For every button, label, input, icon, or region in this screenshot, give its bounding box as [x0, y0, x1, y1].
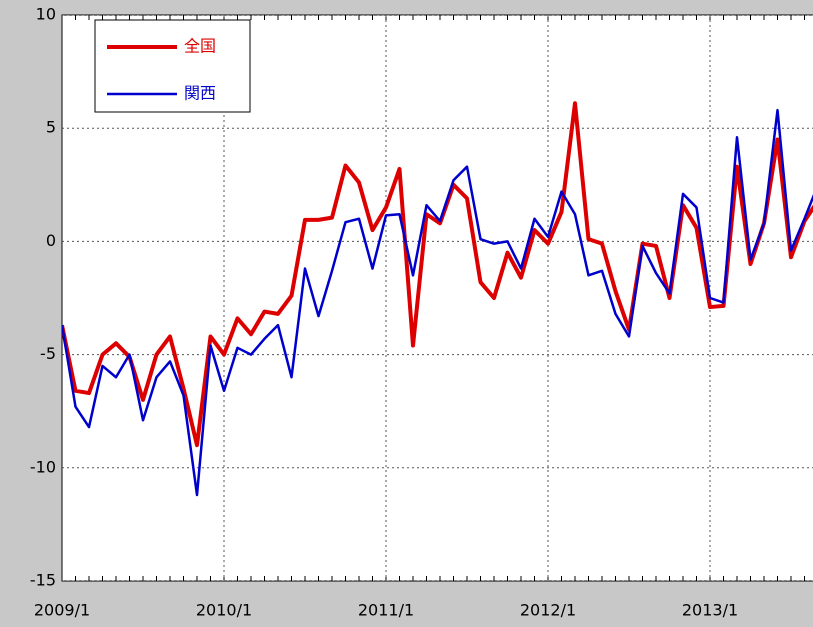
y-tick-label: 5 — [46, 118, 56, 137]
series-line — [62, 108, 813, 497]
x-tick-label: 2011/1 — [358, 601, 414, 620]
y-tick-label: 10 — [36, 5, 56, 24]
x-tick-label: 2009/1 — [34, 601, 90, 620]
y-tick-label: -15 — [30, 571, 56, 590]
y-tick-label: -5 — [40, 344, 56, 363]
legend-box — [94, 19, 251, 113]
x-tick-label: 2012/1 — [520, 601, 576, 620]
y-tick-label: 0 — [46, 231, 56, 250]
series-line — [62, 101, 813, 448]
legend-label: 全国 — [184, 37, 216, 56]
plot — [62, 15, 813, 581]
y-tick-label: -10 — [30, 457, 56, 476]
x-tick-label: 2010/1 — [196, 601, 252, 620]
x-tick-label: 2013/1 — [682, 601, 738, 620]
legend-label: 関西 — [184, 84, 216, 103]
